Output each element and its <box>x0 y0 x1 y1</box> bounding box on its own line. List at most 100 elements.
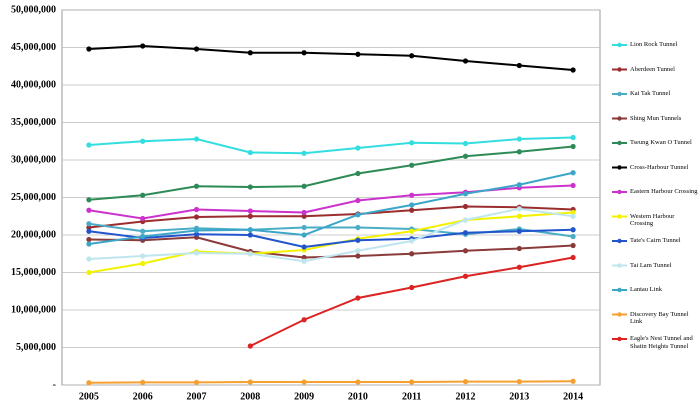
x-tick-label: 2010 <box>348 391 368 402</box>
data-point <box>193 136 200 142</box>
data-point <box>570 143 576 150</box>
data-point <box>355 197 361 204</box>
legend-marker <box>617 116 622 121</box>
data-point <box>355 237 361 243</box>
legend-label: Eagle's Nest Tunnel and Shatin Heights T… <box>630 335 693 350</box>
data-point <box>462 217 469 223</box>
legend-marker <box>617 263 622 268</box>
data-point <box>516 213 522 219</box>
series-line <box>88 211 574 274</box>
data-point <box>570 134 576 141</box>
data-point <box>355 51 361 57</box>
data-point <box>570 170 576 176</box>
legend-marker <box>617 140 622 146</box>
data-point <box>355 145 361 151</box>
data-point <box>86 224 92 231</box>
data-point <box>355 295 361 301</box>
legend-marker <box>617 165 622 170</box>
legend-marker <box>617 67 622 72</box>
data-point <box>409 284 415 291</box>
data-point <box>516 264 522 270</box>
data-point <box>247 343 253 349</box>
data-point <box>301 232 307 238</box>
data-point <box>140 228 146 234</box>
data-point <box>193 231 200 237</box>
data-point <box>409 162 415 168</box>
data-point <box>86 241 92 247</box>
data-point <box>570 254 576 261</box>
data-point <box>516 245 522 252</box>
data-point <box>86 256 92 262</box>
data-point <box>516 379 522 385</box>
series-line <box>88 171 574 245</box>
data-point <box>516 228 522 234</box>
data-point <box>247 50 253 56</box>
y-tick-label: 5,000,000 <box>16 342 56 353</box>
y-tick-label: 45,000,000 <box>11 42 56 53</box>
data-point <box>462 58 469 64</box>
data-point <box>86 197 92 203</box>
legend-marker <box>617 91 622 97</box>
data-point <box>570 233 576 240</box>
data-point <box>570 378 576 384</box>
y-tick-label: 30,000,000 <box>11 154 56 165</box>
data-point <box>301 209 307 216</box>
data-point <box>409 207 415 213</box>
data-point <box>409 251 415 257</box>
legend-label: Lantau Link <box>630 286 662 293</box>
y-tick-label: 15,000,000 <box>11 267 56 278</box>
data-point <box>409 202 415 208</box>
x-tick-label: 2009 <box>294 391 314 402</box>
data-point <box>247 227 253 233</box>
data-point <box>462 203 469 210</box>
legend-label: Shing Mun Tunnels <box>630 114 682 122</box>
legend-label: Kai Tak Tunnel <box>630 90 671 97</box>
data-point <box>247 251 253 257</box>
data-point <box>301 213 307 219</box>
data-point <box>355 248 361 254</box>
data-point <box>462 191 469 197</box>
legend-label: Lion Rock Tunnel <box>630 41 678 48</box>
data-point <box>86 236 92 243</box>
legend-marker <box>617 189 622 195</box>
data-point <box>301 254 307 261</box>
data-point <box>355 224 361 231</box>
data-point <box>193 183 200 189</box>
data-point <box>409 379 415 385</box>
x-tick-label: 2012 <box>456 391 476 402</box>
data-point <box>516 206 522 212</box>
data-point <box>140 253 146 259</box>
data-point <box>247 213 253 219</box>
data-point <box>355 170 361 177</box>
data-point <box>301 317 307 323</box>
series-line <box>88 145 574 201</box>
x-tick-label: 2005 <box>79 391 99 402</box>
data-point <box>516 62 522 69</box>
data-point <box>247 232 253 238</box>
legend-marker <box>617 287 622 293</box>
data-point <box>570 209 576 216</box>
legend-marker <box>617 214 622 219</box>
x-tick-label: 2006 <box>133 391 153 402</box>
data-point <box>140 215 146 222</box>
x-tick-label: 2011 <box>402 391 421 402</box>
data-point <box>570 242 576 249</box>
legend-marker <box>617 42 622 48</box>
data-point <box>462 273 469 279</box>
y-tick-label: 25,000,000 <box>11 192 56 203</box>
data-point <box>462 153 469 159</box>
legend-label: Cross-Harbour Tunnel <box>630 163 689 171</box>
legend-label: Western Harbour Crossing <box>630 212 675 228</box>
data-point <box>355 253 361 259</box>
data-point <box>409 238 415 244</box>
data-point <box>301 224 307 231</box>
data-point <box>193 379 200 385</box>
data-point <box>86 207 92 213</box>
legend-label: Aberdeen Tunnel <box>630 65 675 73</box>
y-tick-label: - <box>53 379 56 390</box>
legend-marker <box>617 336 622 342</box>
data-point <box>247 184 253 190</box>
legend-marker <box>617 238 622 244</box>
